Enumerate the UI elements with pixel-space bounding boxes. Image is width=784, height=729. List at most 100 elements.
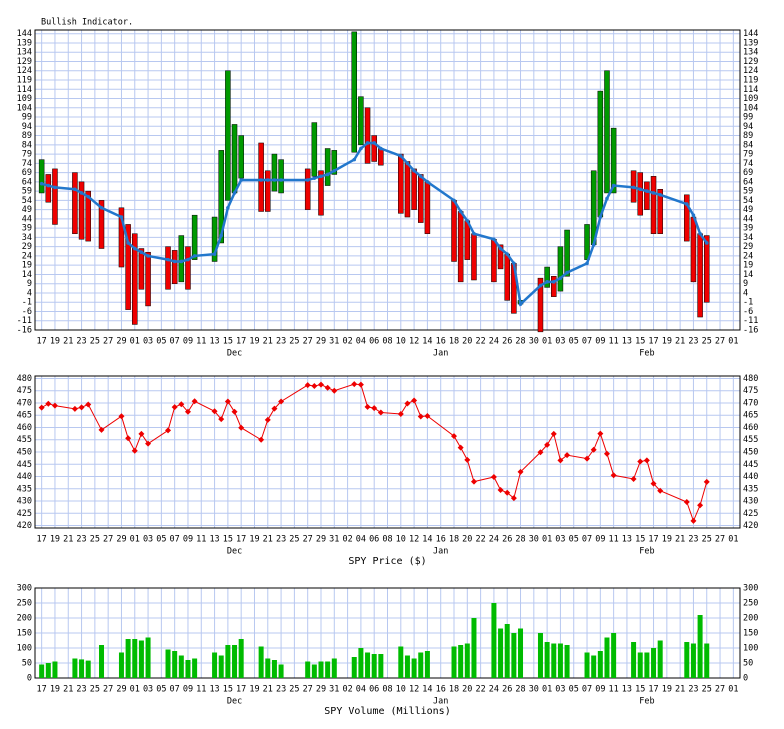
x-tick-label: 03 [143,337,153,347]
y-tick-label: 300 [17,584,32,594]
volume-bar [418,652,424,678]
x-tick-label: 28 [515,337,525,347]
price-point [490,474,497,481]
x-tick-label: 02 [342,685,352,695]
indicator-point [212,252,217,256]
price-point [650,480,657,487]
price-point [118,413,125,420]
y-tick-label-right: 50 [743,659,753,669]
x-tick-label: 08 [382,337,392,347]
x-tick-label: 31 [329,535,339,545]
price-point [643,457,650,464]
x-tick-label: 03 [555,337,565,347]
bar [537,277,544,333]
x-tick-label: 01 [130,535,140,545]
indicator-point [379,146,383,151]
indicator-point [226,205,230,210]
x-tick-label: 17 [648,535,658,545]
indicator-point [545,280,549,284]
volume-bar [411,658,417,678]
y-tick-label: -11 [17,316,32,326]
y-tick-label-right: 54 [743,196,753,206]
y-tick-label: 99 [22,113,32,123]
bar [457,211,464,283]
y-tick-label-right: 455 [743,435,758,445]
y-tick-label: 465 [17,411,32,421]
indicator-point [73,187,77,192]
volume-bar [371,654,377,678]
x-tick-label: 29 [316,337,326,347]
bar [45,174,52,203]
x-tick-label: 13 [622,685,632,695]
volume-bar [145,637,151,678]
price-point [404,400,411,407]
y-tick-label-right: 69 [743,168,753,178]
x-tick-label: 27 [715,685,725,695]
y-tick-label-right: 44 [743,214,753,224]
volume-bar [218,655,224,678]
price-point [537,449,544,456]
indicator-point [86,194,91,199]
indicator-point [53,185,57,190]
x-tick-label: 01 [130,685,140,695]
x-tick-label: 13 [209,337,219,347]
x-tick-label: 28 [515,685,525,695]
y-tick-label: 94 [22,122,32,132]
indicator-point [186,257,190,262]
volume-bar [551,643,557,678]
price-point [590,446,597,453]
volume-bar [424,651,430,678]
x-tick-label: 14 [422,685,432,695]
x-tick-label: 26 [502,535,512,545]
price-point [331,387,338,394]
indicator-point [638,187,643,192]
volume-bar [491,603,497,678]
indicator-point [352,157,357,162]
price-point [304,382,311,389]
price-point [98,426,105,433]
y-tick-label: 104 [17,103,32,113]
bar [225,70,231,201]
price-point [464,456,471,463]
volume-bar [398,646,404,678]
price-point [264,416,271,423]
bar [178,235,185,283]
x-tick-label: 01 [542,685,552,695]
bar [185,246,191,290]
x-tick-label: 16 [436,685,446,695]
x-tick-label: 19 [50,535,60,545]
y-tick-label: 134 [17,48,32,58]
x-tick-label: 11 [609,535,619,545]
bar [504,253,510,301]
y-tick-label-right: 29 [743,242,753,252]
x-tick-label: 14 [422,535,432,545]
indicator-point [132,246,137,251]
indicator-point [418,174,423,179]
y-tick-label: 69 [22,168,32,178]
indicator-point [452,198,456,203]
x-tick-label: 23 [276,685,286,695]
price-point [564,452,571,459]
x-tick-label: 05 [156,535,166,545]
x-tick-label: 21 [263,685,273,695]
y-tick-label-right: 465 [743,411,758,421]
volume-bar [358,648,364,678]
x-tick-label: 12 [409,535,419,545]
bar [597,90,604,218]
y-tick-label-right: 470 [743,398,758,408]
volume-bar [451,646,457,678]
y-tick-label: 9 [27,279,32,289]
month-label: Dec [227,349,242,359]
price-point [324,384,331,391]
y-tick-label-right: 34 [743,233,753,243]
y-tick-label: 144 [17,29,32,39]
price-point [683,499,690,506]
volume-bar [271,660,277,678]
bar [331,150,338,175]
x-tick-label: 15 [223,337,233,347]
x-tick-label: 17 [37,685,47,695]
y-tick-label: 450 [17,448,32,458]
indicator-point [458,209,463,214]
x-tick-label: 29 [316,685,326,695]
y-tick-label: 109 [17,94,32,104]
